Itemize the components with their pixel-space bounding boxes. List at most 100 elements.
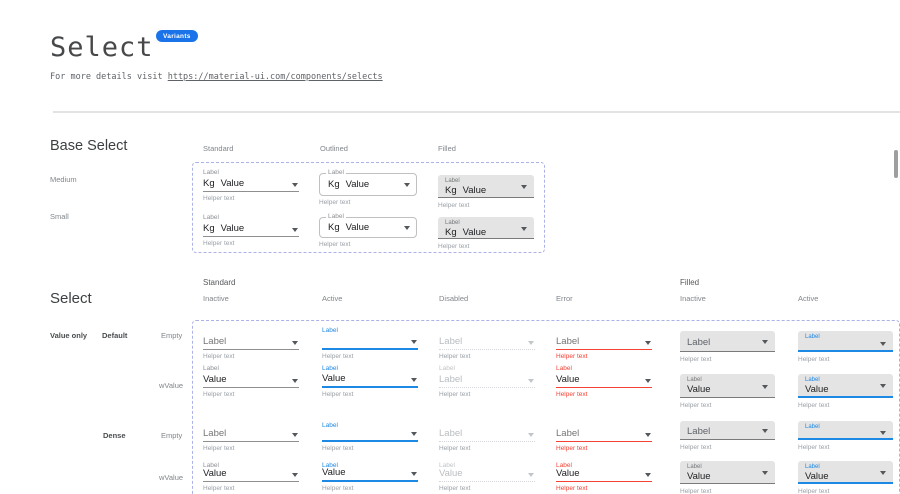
field-value: Value [687, 471, 711, 482]
select-standard-active-default-empty[interactable]: Label Helper text [322, 326, 418, 360]
field-unit: Kg [203, 178, 215, 189]
field-label: Label [439, 365, 455, 372]
field-label: Label [322, 422, 338, 429]
dropdown-arrow-icon [880, 430, 886, 435]
field-label: Label [445, 220, 460, 226]
row-header-empty: Empty [161, 331, 183, 340]
select-standard-inactive-default-wvalue[interactable]: Label Value Helper text [203, 364, 299, 398]
field-value: Value [203, 374, 227, 385]
helper-text: Helper text [322, 353, 354, 360]
col-header-outlined: Outlined [320, 144, 348, 153]
field-value: Value [556, 374, 580, 385]
state-header-inactive: Inactive [203, 294, 229, 303]
select-filled-inactive-dense-wvalue[interactable]: Label Value Helper text [680, 461, 775, 494]
helper-text: Helper text [322, 445, 354, 452]
helper-text: Helper text [439, 445, 471, 452]
state-header-disabled: Disabled [439, 294, 469, 303]
helper-text: Helper text [203, 195, 235, 202]
base-outlined-small-select[interactable]: Label Kg Value Helper text [319, 213, 417, 248]
subtitle: For more details visit https://material-… [50, 72, 383, 82]
dropdown-arrow-icon [762, 471, 768, 475]
select-filled-active-default-wvalue[interactable]: Label Value Helper text [798, 374, 893, 409]
dropdown-arrow-icon [411, 472, 417, 476]
helper-text: Helper text [556, 445, 588, 452]
select-filled-inactive-default-empty[interactable]: Label Helper text [680, 331, 775, 363]
row-header-medium: Medium [50, 175, 77, 184]
select-filled-inactive-dense-empty[interactable]: Label Helper text [680, 421, 775, 451]
select-standard-inactive-dense-empty[interactable]: Label Helper text [203, 421, 299, 452]
base-outlined-medium-select[interactable]: Label Kg Value Helper text [319, 169, 417, 206]
group-header-standard: Standard [203, 278, 236, 287]
base-standard-small-select[interactable]: Label Kg Value Helper text [203, 213, 299, 247]
state-header-error: Error [556, 294, 573, 303]
helper-text: Helper text [798, 444, 830, 451]
field-label: Label [326, 169, 346, 177]
row-group-dense: Dense [103, 431, 126, 440]
select-filled-active-dense-wvalue[interactable]: Label Value Helper text [798, 461, 893, 494]
field-value: Value [556, 468, 580, 479]
dropdown-arrow-icon [292, 228, 298, 232]
helper-text: Helper text [680, 402, 712, 409]
field-value: Value [439, 468, 463, 479]
base-filled-medium-select[interactable]: Label Kg Value Helper text [438, 175, 534, 209]
field-value: Value [322, 373, 346, 384]
select-filled-inactive-default-wvalue[interactable]: Label Value Helper text [680, 374, 775, 409]
field-unit: Kg [328, 222, 340, 233]
field-placeholder: Label [439, 428, 463, 439]
field-value: Value [203, 468, 227, 479]
field-placeholder: Label [687, 425, 711, 437]
dropdown-arrow-icon [762, 429, 768, 433]
select-standard-inactive-dense-wvalue[interactable]: Label Value Helper text [203, 461, 299, 492]
helper-text: Helper text [680, 356, 712, 363]
scrollbar-thumb[interactable] [894, 150, 898, 178]
field-value: Value [220, 223, 245, 234]
state-header-active: Active [322, 294, 343, 303]
select-standard-active-default-wvalue[interactable]: Label Value Helper text [322, 364, 418, 398]
field-value: Value [462, 227, 487, 238]
helper-text: Helper text [203, 445, 235, 452]
helper-text: Helper text [319, 241, 351, 248]
field-value: Value [220, 178, 245, 189]
helper-text: Helper text [438, 243, 470, 250]
dropdown-arrow-icon [645, 473, 651, 477]
field-label: Label [322, 462, 338, 469]
select-standard-error-dense-empty[interactable]: Label Helper text [556, 421, 652, 452]
material-ui-link[interactable]: https://material-ui.com/components/selec… [167, 72, 383, 82]
field-label [203, 326, 299, 336]
base-filled-small-select[interactable]: Label Kg Value Helper text [438, 217, 534, 250]
field-label: Label [687, 377, 702, 383]
field-unit: Kg [203, 223, 215, 234]
dropdown-arrow-icon [528, 341, 534, 345]
field-placeholder: Label [439, 336, 463, 347]
col-header-standard: Standard [203, 144, 234, 153]
base-standard-medium-select[interactable]: Label Kg Value Helper text [203, 168, 299, 202]
helper-text: Helper text [680, 444, 712, 451]
select-standard-error-default-wvalue[interactable]: Label Value Helper text [556, 364, 652, 398]
select-standard-active-dense-wvalue[interactable]: Label Value Helper text [322, 461, 418, 492]
field-label: Label [556, 365, 572, 372]
dropdown-arrow-icon [528, 433, 534, 437]
select-standard-error-default-empty[interactable]: Label Helper text [556, 326, 652, 360]
field-placeholder: Label [203, 428, 227, 439]
helper-text: Helper text [322, 391, 354, 398]
dropdown-arrow-icon [762, 384, 768, 389]
select-filled-active-dense-empty[interactable]: Label Helper text [798, 421, 893, 451]
select-standard-active-dense-empty[interactable]: Label Helper text [322, 421, 418, 452]
field-unit: Kg [445, 185, 457, 196]
field-placeholder: Label [556, 428, 580, 439]
select-standard-inactive-default-empty[interactable]: Label Helper text [203, 326, 299, 360]
dropdown-arrow-icon [880, 384, 886, 388]
helper-text: Helper text [439, 485, 471, 492]
field-value: Value [462, 185, 487, 196]
helper-text: Helper text [556, 353, 588, 360]
dropdown-arrow-icon [762, 340, 768, 344]
helper-text: Helper text [680, 488, 712, 494]
helper-text: Helper text [556, 391, 588, 398]
helper-text: Helper text [322, 485, 354, 492]
dropdown-arrow-icon [411, 378, 417, 382]
dropdown-arrow-icon [880, 341, 886, 346]
select-standard-error-dense-wvalue[interactable]: Label Value Helper text [556, 461, 652, 492]
select-filled-active-default-empty[interactable]: Label Helper text [798, 331, 893, 363]
helper-text: Helper text [319, 199, 351, 206]
